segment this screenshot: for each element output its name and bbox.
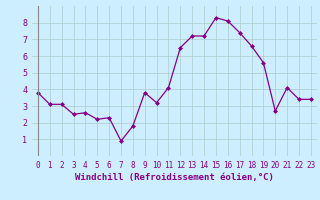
X-axis label: Windchill (Refroidissement éolien,°C): Windchill (Refroidissement éolien,°C) bbox=[75, 173, 274, 182]
